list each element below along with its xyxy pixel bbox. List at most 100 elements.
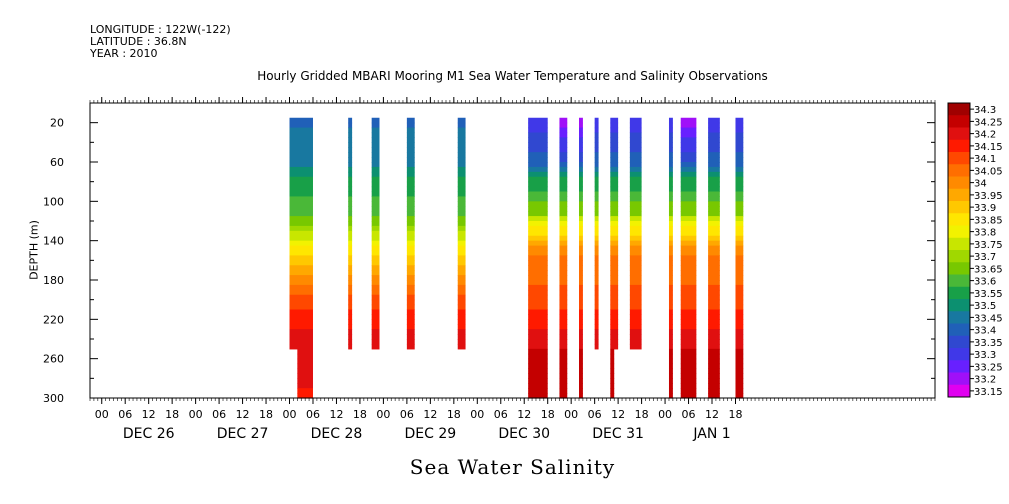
data-cell — [610, 176, 619, 183]
data-cell — [371, 284, 380, 291]
data-cell — [348, 324, 353, 330]
data-cell — [594, 255, 599, 261]
data-cell — [680, 250, 697, 257]
variable-title: Sea Water Salinity — [409, 455, 616, 479]
data-cell — [708, 137, 720, 143]
data-cell — [406, 280, 415, 286]
data-cell — [457, 329, 466, 335]
x-day-label: DEC 29 — [405, 426, 457, 442]
data-cell — [579, 265, 583, 271]
data-cell — [406, 304, 415, 311]
data-cell — [559, 358, 568, 365]
data-cell — [735, 343, 744, 350]
data-cell — [629, 245, 642, 252]
data-cell — [406, 221, 415, 227]
x-day-label: JAN 1 — [692, 426, 730, 442]
data-cell — [708, 171, 720, 178]
data-cell — [610, 343, 619, 350]
data-cell — [559, 373, 568, 379]
data-cell — [610, 245, 619, 252]
data-cell — [371, 127, 380, 134]
data-cell — [348, 186, 353, 193]
data-cell — [668, 245, 673, 252]
data-cell — [406, 235, 415, 242]
data-cell — [629, 289, 642, 296]
data-cell — [348, 299, 353, 306]
data-cell — [528, 378, 548, 384]
data-cell — [708, 216, 720, 222]
data-cell — [457, 211, 466, 217]
data-cell — [708, 334, 720, 340]
data-cell — [371, 235, 380, 242]
data-cell — [579, 191, 583, 198]
data-cell — [289, 157, 313, 163]
data-cell — [610, 378, 615, 384]
data-cell — [680, 289, 697, 296]
data-cell — [457, 166, 466, 173]
data-cell — [528, 147, 548, 153]
data-cell — [457, 206, 466, 212]
data-cell — [735, 270, 744, 276]
data-cell — [579, 324, 583, 330]
data-cell — [629, 284, 642, 291]
data-cell — [735, 216, 744, 222]
data-cell — [579, 383, 583, 389]
data-cell — [680, 373, 697, 379]
data-cell — [457, 216, 466, 222]
data-cell — [579, 157, 583, 163]
data-cell — [610, 157, 619, 163]
data-cell — [735, 127, 744, 134]
data-cell — [348, 280, 353, 286]
data-cell — [406, 309, 415, 316]
data-cell — [289, 324, 313, 330]
data-cell — [735, 157, 744, 163]
data-cell — [348, 275, 353, 281]
data-cell — [629, 339, 642, 345]
data-cell — [610, 270, 619, 276]
colorbar-swatch — [948, 348, 970, 361]
data-cell — [559, 127, 568, 134]
data-cell — [594, 166, 599, 173]
data-cell — [708, 378, 720, 384]
data-cell — [680, 166, 697, 173]
colorbar-label: 33.6 — [974, 277, 996, 288]
data-cell — [680, 358, 697, 365]
data-cell — [559, 324, 568, 330]
data-cell — [668, 186, 673, 193]
data-cell — [610, 383, 615, 389]
data-cell — [289, 191, 313, 198]
data-cell — [594, 157, 599, 163]
data-cell — [579, 319, 583, 325]
data-cell — [579, 334, 583, 340]
data-cell — [559, 339, 568, 345]
data-cell — [406, 339, 415, 345]
data-cell — [708, 191, 720, 198]
data-cell — [406, 255, 415, 261]
data-cell — [559, 304, 568, 311]
year-label: YEAR : 2010 — [90, 47, 158, 60]
data-cell — [668, 142, 673, 148]
data-cell — [528, 319, 548, 325]
colorbar-swatch — [948, 225, 970, 239]
data-cell — [629, 201, 642, 207]
y-tick-label: 20 — [50, 117, 64, 130]
data-cell — [406, 157, 415, 163]
data-cell — [457, 304, 466, 311]
data-cell — [610, 211, 619, 217]
data-cell — [559, 196, 568, 202]
colorbar-label: 33.15 — [974, 387, 1003, 398]
data-cell — [610, 171, 619, 178]
data-cell — [735, 348, 744, 355]
data-cell — [579, 186, 583, 193]
data-cell — [629, 319, 642, 325]
data-cell — [735, 339, 744, 345]
data-cell — [629, 181, 642, 188]
data-cell — [528, 260, 548, 266]
data-cell — [579, 284, 583, 291]
data-cell — [610, 137, 619, 143]
data-cell — [528, 196, 548, 202]
data-cell — [594, 275, 599, 281]
data-cell — [371, 270, 380, 276]
data-cell — [610, 127, 619, 134]
data-cell — [371, 280, 380, 286]
